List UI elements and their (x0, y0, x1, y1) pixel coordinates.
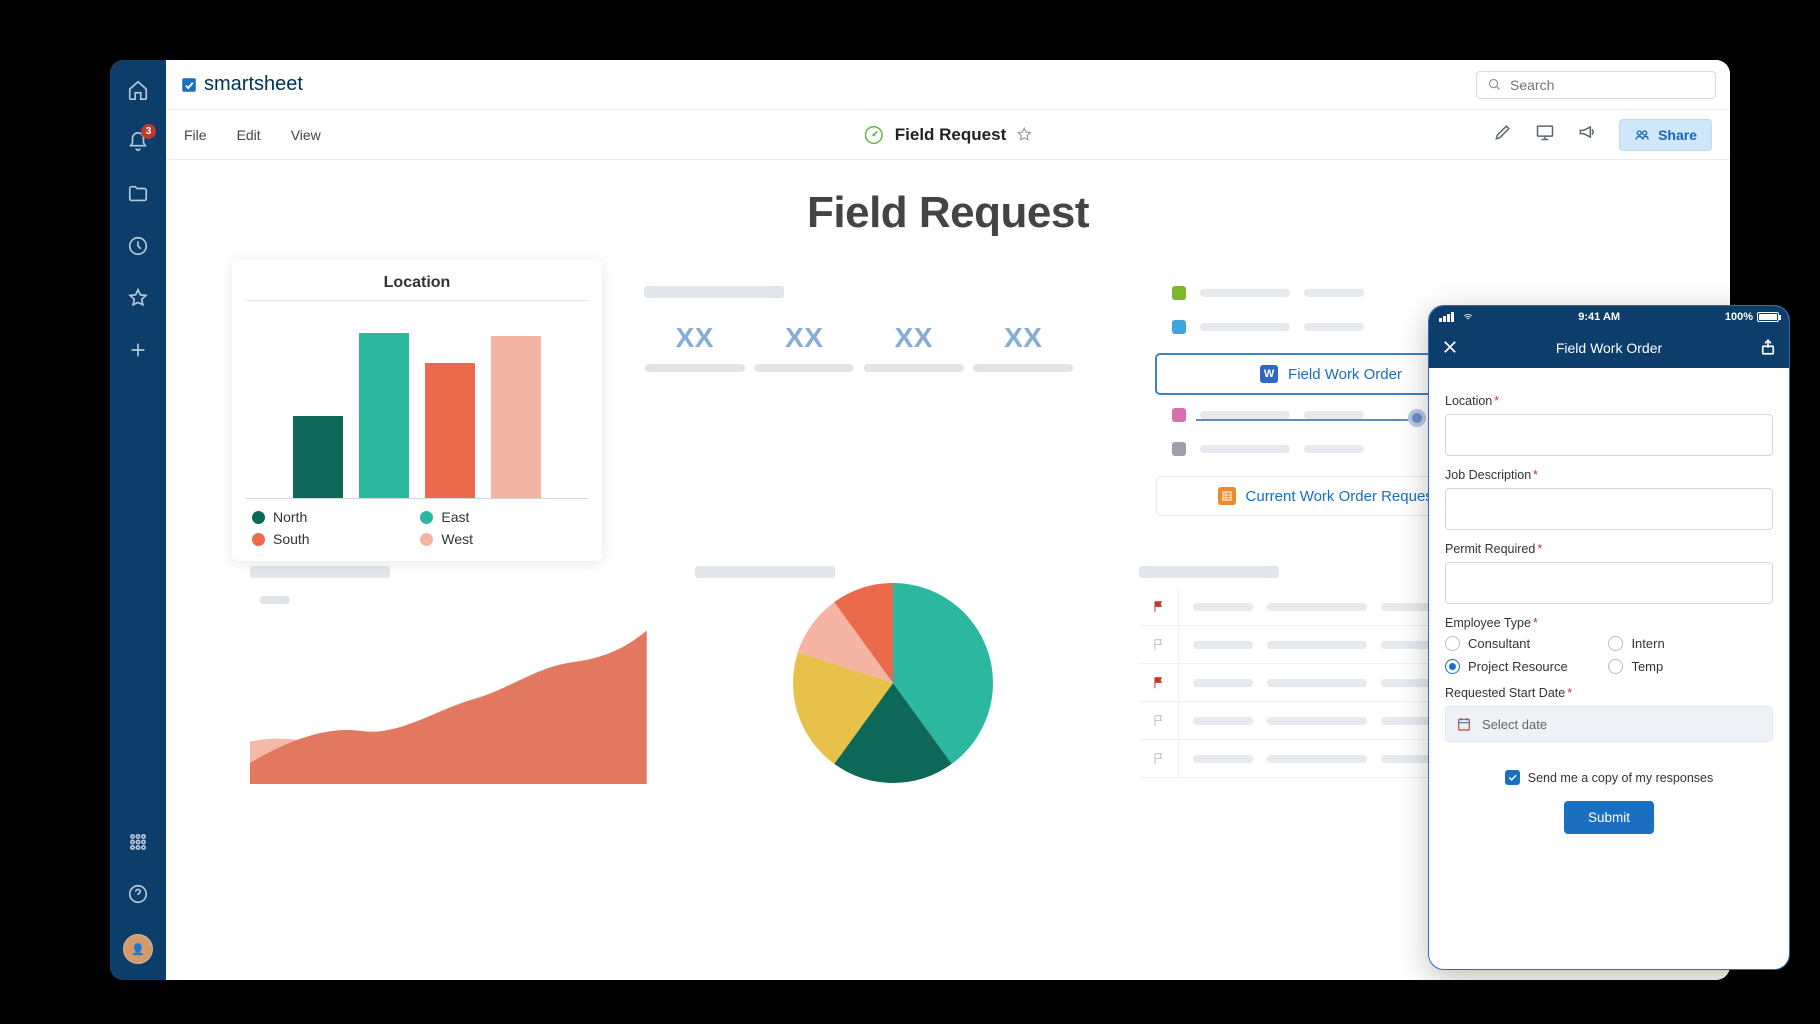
dashboard-icon (863, 124, 885, 146)
connector-dot (1408, 409, 1426, 427)
search-icon (1487, 77, 1502, 92)
legend-item: West (420, 531, 578, 547)
apps-icon[interactable] (126, 830, 150, 854)
location-bar (293, 416, 343, 499)
document-title: Field Request (895, 125, 1006, 145)
people-icon (1634, 127, 1650, 143)
location-bar (491, 336, 541, 498)
close-icon[interactable] (1441, 338, 1459, 359)
recent-icon[interactable] (126, 234, 150, 258)
submit-button[interactable]: Submit (1564, 801, 1654, 834)
date-placeholder: Select date (1482, 717, 1547, 732)
employee-radio[interactable]: Temp (1608, 659, 1765, 674)
metric-cell: XX (640, 304, 750, 390)
app-logo-text: smartsheet (204, 73, 303, 96)
employee-radio[interactable]: Consultant (1445, 636, 1602, 651)
dashboard-heading: Field Request (166, 188, 1730, 238)
word-doc-icon: W (1260, 365, 1278, 383)
toolbar: File Edit View Field Request Share (166, 110, 1730, 160)
menu-file[interactable]: File (184, 127, 207, 143)
announce-icon[interactable] (1577, 122, 1597, 147)
search-field[interactable] (1510, 77, 1705, 93)
notifications-icon[interactable]: 3 (126, 130, 150, 154)
help-icon[interactable] (126, 882, 150, 906)
topbar: smartsheet (166, 60, 1730, 110)
location-bar (425, 363, 475, 498)
mobile-form-mock: 9:41 AM 100% Field Work Order Location* … (1428, 305, 1790, 970)
legend-item: North (252, 509, 410, 525)
permit-label: Permit Required (1445, 542, 1535, 556)
edit-icon[interactable] (1493, 122, 1513, 147)
employee-type-radios: Consultant Intern Project Resource Temp (1445, 636, 1773, 674)
legend-item: South (252, 531, 410, 547)
menu-view[interactable]: View (291, 127, 321, 143)
favorites-icon[interactable] (126, 286, 150, 310)
menu-edit[interactable]: Edit (237, 127, 261, 143)
employee-radio[interactable]: Intern (1608, 636, 1765, 651)
add-icon[interactable] (126, 338, 150, 362)
calendar-icon (1456, 716, 1472, 732)
phone-title-bar: Field Work Order (1429, 328, 1789, 368)
start-date-input[interactable]: Select date (1445, 706, 1773, 742)
metric-cell: XX (750, 304, 860, 390)
user-avatar[interactable]: 👤 (123, 934, 153, 964)
status-time: 9:41 AM (1578, 311, 1620, 323)
location-label: Location (1445, 394, 1492, 408)
notification-badge: 3 (141, 124, 156, 139)
present-icon[interactable] (1535, 122, 1555, 147)
folder-icon[interactable] (126, 182, 150, 206)
share-export-icon[interactable] (1759, 338, 1777, 359)
document-title-group: Field Request (863, 124, 1033, 146)
share-button[interactable]: Share (1619, 119, 1712, 151)
pie-chart-card (681, 552, 1106, 803)
metric-cell: XX (969, 304, 1079, 390)
metric-cell: XX (859, 304, 969, 390)
location-bar (359, 333, 409, 498)
location-chart-title: Location (246, 274, 588, 301)
location-chart-card: Location North East South West (232, 260, 602, 561)
location-bars (246, 319, 588, 499)
app-logo[interactable]: smartsheet (180, 73, 303, 96)
metrics-card: XXXXXXXX (626, 266, 1092, 530)
current-requests-label: Current Work Order Requests (1246, 488, 1445, 505)
permit-input[interactable] (1445, 562, 1773, 604)
area-chart-card (236, 552, 661, 803)
send-copy-checkbox[interactable] (1505, 770, 1520, 785)
job-desc-input[interactable] (1445, 488, 1773, 530)
legend-item: East (420, 509, 578, 525)
share-label: Share (1658, 127, 1697, 143)
employee-radio[interactable]: Project Resource (1445, 659, 1602, 674)
location-input[interactable] (1445, 414, 1773, 456)
employee-type-label: Employee Type (1445, 616, 1531, 630)
left-rail: 3 👤 (110, 60, 166, 980)
home-icon[interactable] (126, 78, 150, 102)
send-copy-label: Send me a copy of my responses (1528, 771, 1714, 785)
status-battery-pct: 100% (1725, 311, 1753, 323)
sheet-icon (1218, 487, 1236, 505)
favorite-star-icon[interactable] (1016, 126, 1033, 143)
search-input[interactable] (1476, 71, 1716, 99)
start-date-label: Requested Start Date (1445, 686, 1565, 700)
phone-status-bar: 9:41 AM 100% (1429, 306, 1789, 328)
phone-title: Field Work Order (1556, 340, 1662, 356)
job-desc-label: Job Description (1445, 468, 1531, 482)
location-legend: North East South West (246, 509, 588, 547)
field-work-order-label: Field Work Order (1288, 366, 1402, 383)
